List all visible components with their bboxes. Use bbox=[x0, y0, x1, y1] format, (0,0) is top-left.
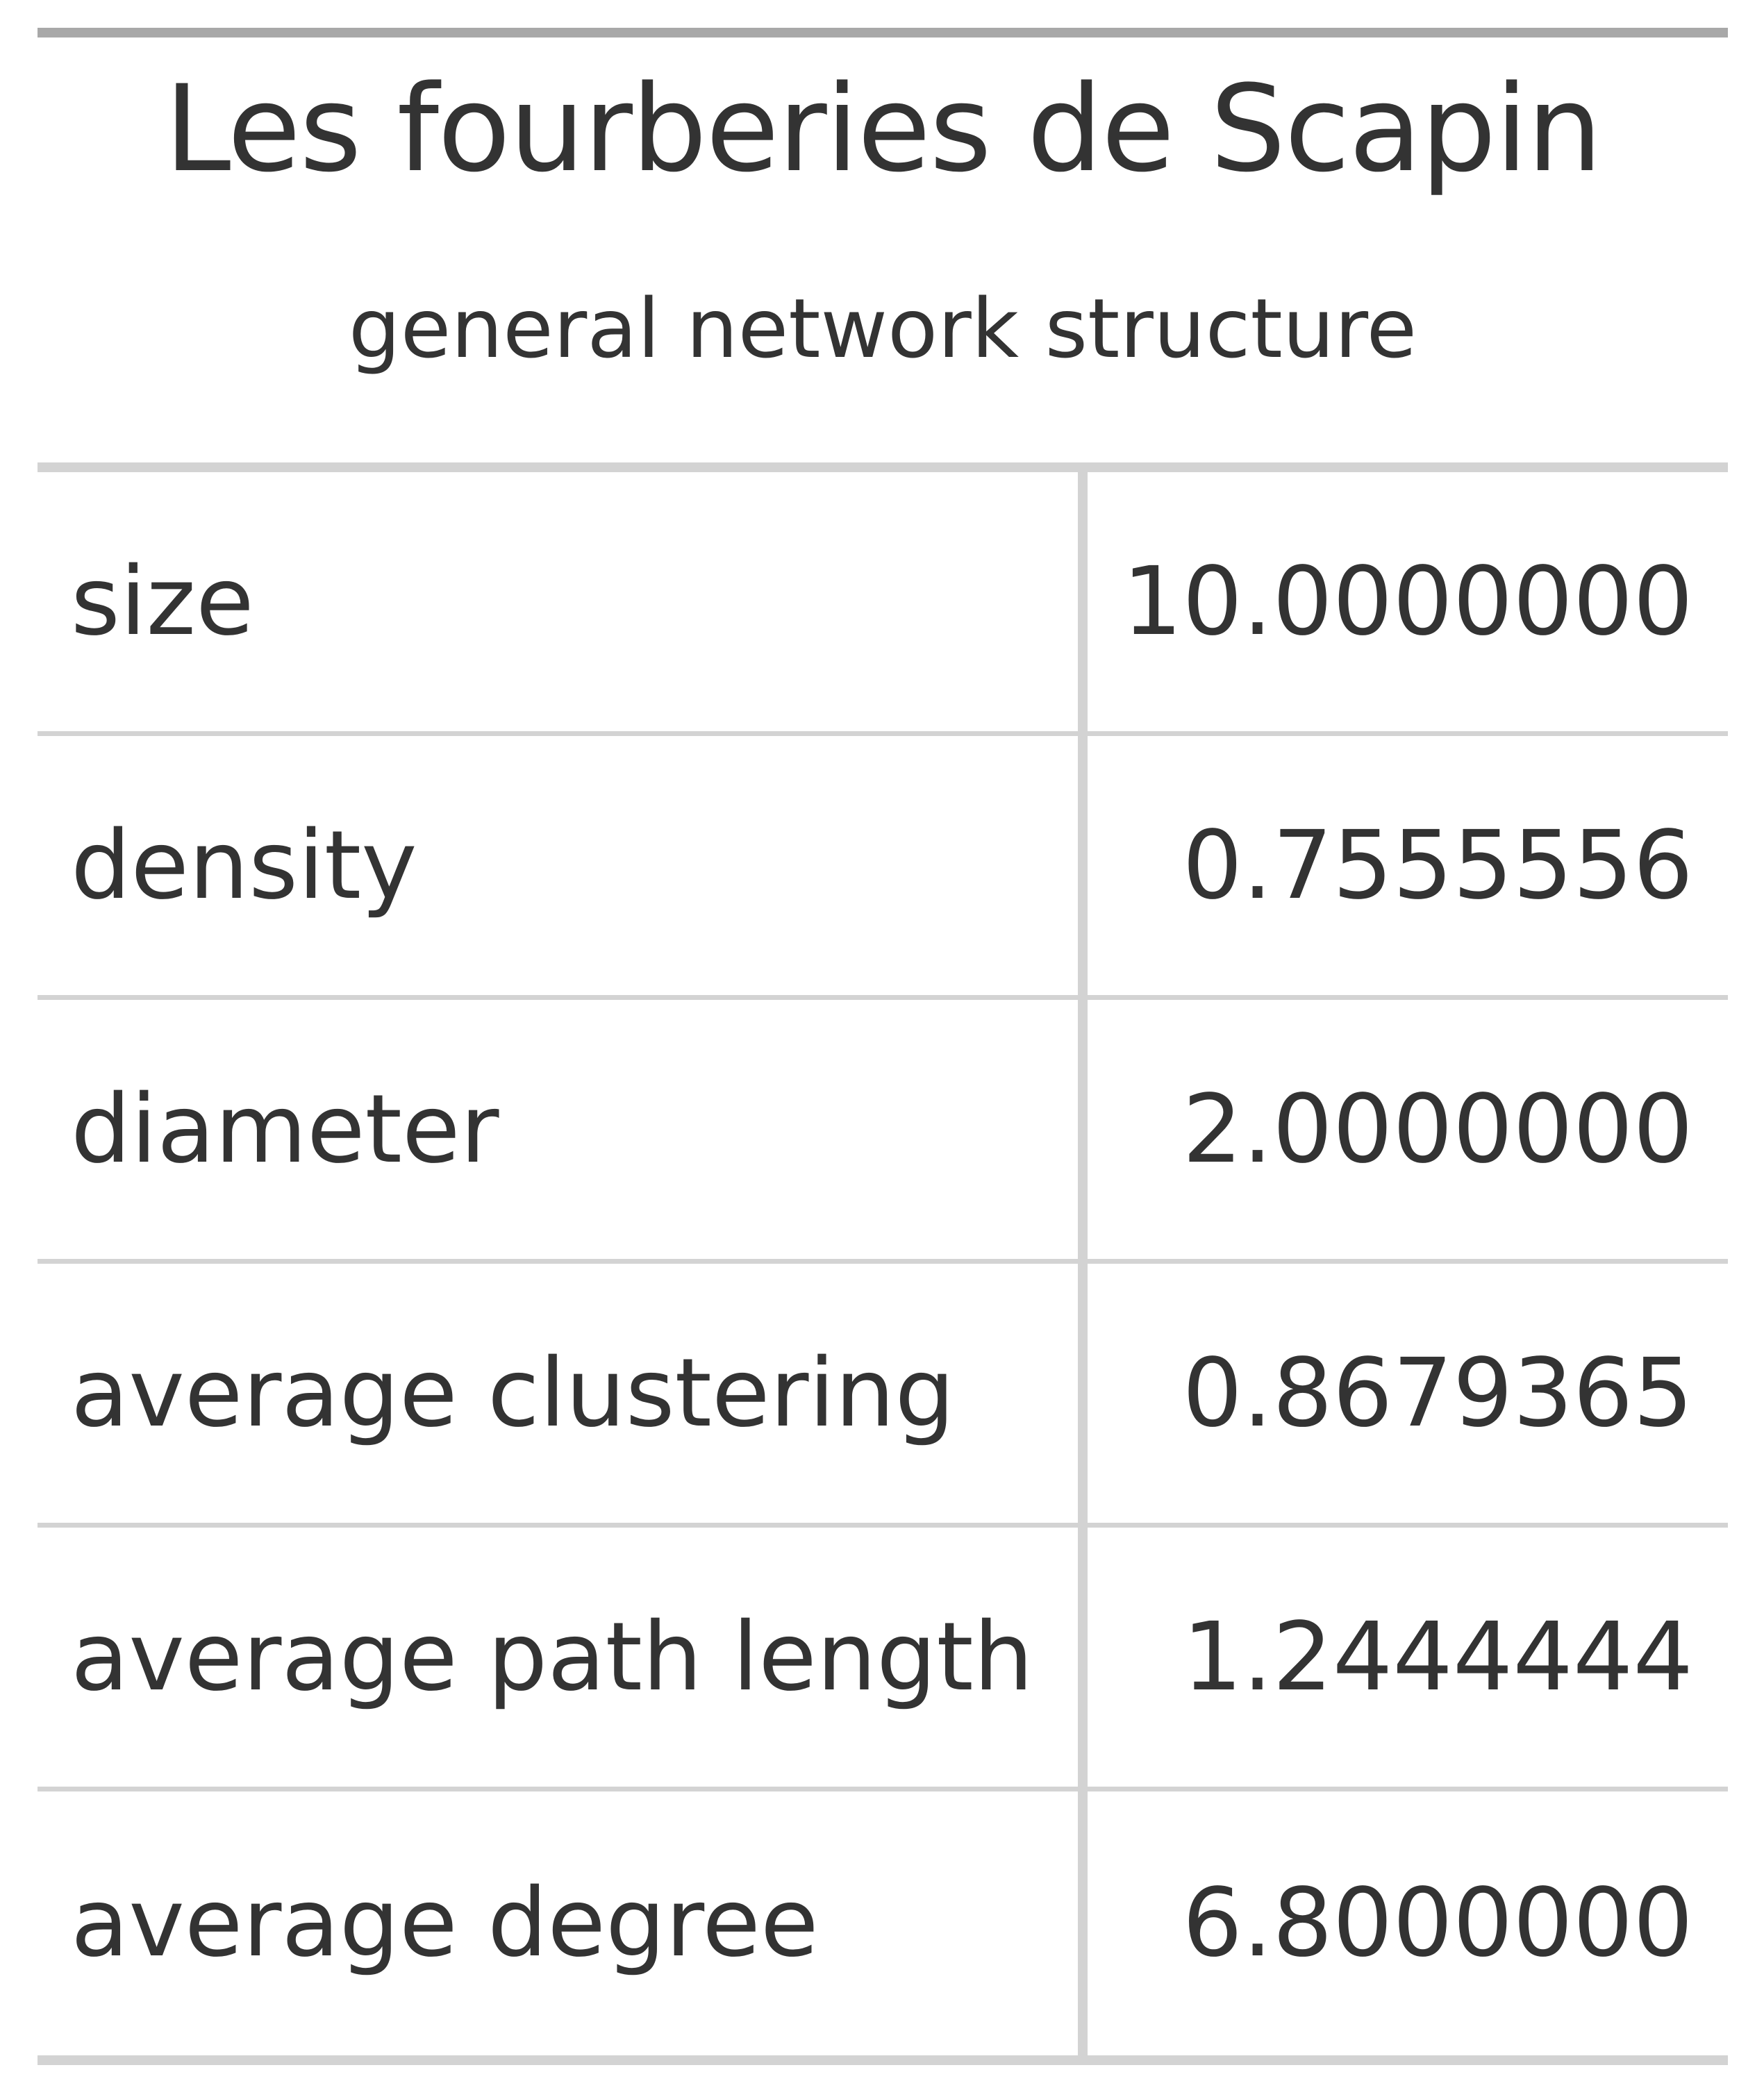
table-subtitle: general network structure bbox=[348, 281, 1417, 376]
row-label: density bbox=[38, 736, 1088, 995]
row-value: 0.8679365 bbox=[1182, 1338, 1693, 1448]
row-label: size bbox=[38, 472, 1088, 731]
row-label: average degree bbox=[38, 1791, 1088, 2055]
row-label: average clustering bbox=[38, 1264, 1088, 1523]
table-row: density 0.7555556 bbox=[38, 736, 1728, 1000]
table-top-rule bbox=[38, 28, 1728, 37]
row-value: 2.0000000 bbox=[1182, 1074, 1693, 1185]
table-header-rule bbox=[38, 462, 1728, 472]
table-title: Les fourberies de Scapin bbox=[164, 58, 1603, 199]
table-row: size 10.0000000 bbox=[38, 472, 1728, 736]
row-label: diameter bbox=[38, 1000, 1088, 1259]
table-row: diameter 2.0000000 bbox=[38, 1000, 1728, 1264]
table-row: average degree 6.8000000 bbox=[38, 1791, 1728, 2055]
row-value: 1.2444444 bbox=[1182, 1602, 1693, 1712]
row-value: 10.0000000 bbox=[1122, 546, 1693, 657]
table-bottom-rule bbox=[38, 2055, 1728, 2065]
row-value: 0.7555556 bbox=[1182, 810, 1693, 921]
row-value: 6.8000000 bbox=[1182, 1869, 1693, 1978]
table-row: average path length 1.2444444 bbox=[38, 1528, 1728, 1791]
row-label: average path length bbox=[38, 1528, 1088, 1787]
network-summary-table: Les fourberies de Scapin general network… bbox=[38, 28, 1728, 2065]
table-row: average clustering 0.8679365 bbox=[38, 1264, 1728, 1528]
